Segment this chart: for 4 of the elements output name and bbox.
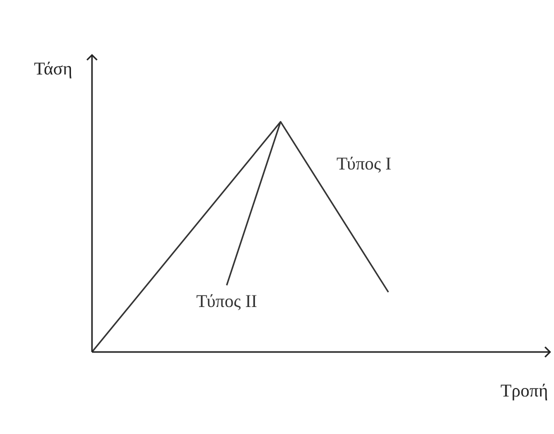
x-axis-title: Τροπή [500, 380, 548, 401]
series-label: Τύπος Ι [336, 154, 392, 174]
series-label: Τύπος ΙΙ [196, 290, 258, 311]
y-axis-title: Τάση [34, 58, 72, 79]
